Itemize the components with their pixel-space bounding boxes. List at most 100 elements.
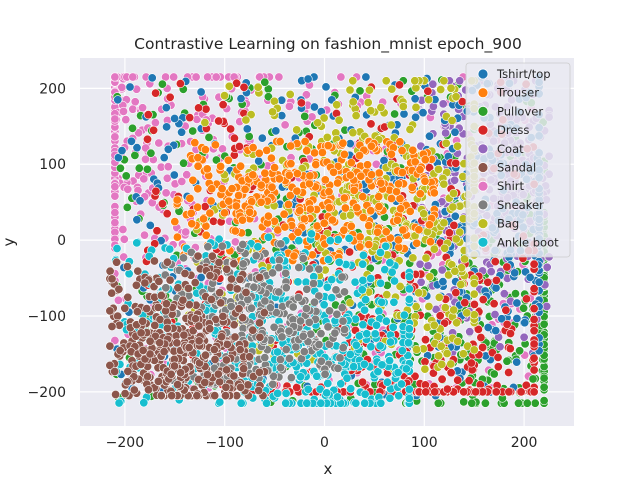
legend-marker xyxy=(477,143,489,155)
data-point xyxy=(460,298,470,308)
data-point xyxy=(483,322,493,332)
data-point xyxy=(374,306,384,316)
data-point xyxy=(410,94,420,104)
data-point xyxy=(515,346,525,356)
data-point xyxy=(114,284,124,294)
data-point xyxy=(274,287,284,297)
data-point xyxy=(338,138,348,148)
data-point xyxy=(388,322,398,332)
data-point xyxy=(185,193,195,203)
data-point xyxy=(260,168,270,178)
data-point xyxy=(268,107,278,117)
legend-marker xyxy=(477,236,489,248)
data-point xyxy=(136,328,146,338)
data-point xyxy=(452,318,462,328)
data-point xyxy=(513,398,523,408)
legend-label: Trouser xyxy=(496,86,539,100)
data-point xyxy=(133,266,143,276)
data-point xyxy=(327,215,337,225)
legend-marker xyxy=(477,124,489,136)
data-point xyxy=(307,250,317,260)
data-point xyxy=(364,240,374,250)
data-point xyxy=(420,364,430,374)
data-point xyxy=(439,76,449,86)
data-point xyxy=(217,241,227,251)
data-point xyxy=(362,160,372,170)
data-point xyxy=(330,328,340,338)
data-point xyxy=(276,239,286,249)
data-point xyxy=(181,227,191,237)
data-point xyxy=(177,177,187,187)
y-tick-label: 0 xyxy=(57,233,66,249)
data-point xyxy=(260,296,270,306)
data-point xyxy=(391,187,401,197)
data-point xyxy=(349,362,359,372)
data-point xyxy=(234,142,244,152)
data-point xyxy=(329,167,339,177)
data-point xyxy=(112,244,122,254)
data-point xyxy=(519,332,529,342)
data-point xyxy=(442,348,452,358)
data-point xyxy=(366,106,376,116)
data-point xyxy=(469,289,479,299)
data-point xyxy=(123,366,133,376)
data-point xyxy=(376,278,386,288)
x-tick-label: −100 xyxy=(205,435,243,451)
data-point xyxy=(361,72,371,82)
data-point xyxy=(458,349,468,359)
data-point xyxy=(120,389,130,399)
data-point xyxy=(397,146,407,156)
data-point xyxy=(345,210,355,220)
data-point xyxy=(112,257,122,267)
data-point xyxy=(389,276,399,286)
data-point xyxy=(138,345,148,355)
data-point xyxy=(332,392,342,402)
data-point xyxy=(279,209,289,219)
data-point xyxy=(177,127,187,137)
data-point xyxy=(351,340,361,350)
data-point xyxy=(358,320,368,330)
data-point xyxy=(179,158,189,168)
data-point xyxy=(113,95,123,105)
data-point xyxy=(386,120,396,130)
data-point xyxy=(325,236,335,246)
data-point xyxy=(206,294,216,304)
data-point xyxy=(266,153,276,163)
legend-label: Tshirt/top xyxy=(496,67,551,81)
data-point xyxy=(140,278,150,288)
data-point xyxy=(111,389,121,399)
data-point xyxy=(215,288,225,298)
data-point xyxy=(140,230,150,240)
y-axis-ticks: −200 −100 0 100 200 xyxy=(28,81,66,401)
data-point xyxy=(453,336,463,346)
data-point xyxy=(446,83,456,93)
data-point xyxy=(169,170,179,180)
legend-marker xyxy=(477,87,489,99)
data-point xyxy=(210,391,220,401)
data-point xyxy=(450,127,460,137)
data-point xyxy=(444,228,454,238)
data-point xyxy=(441,128,451,138)
data-point xyxy=(122,377,132,387)
data-point xyxy=(446,359,456,369)
data-point xyxy=(259,308,269,318)
data-point xyxy=(301,304,311,314)
data-point xyxy=(229,133,239,143)
legend: Tshirt/top Trouser Pullover Dress Coat Sandal… xyxy=(465,62,571,258)
data-point xyxy=(414,288,424,298)
legend-marker xyxy=(477,218,489,230)
data-point xyxy=(438,277,448,287)
data-point xyxy=(382,290,392,300)
data-point xyxy=(110,72,120,82)
data-point xyxy=(338,343,348,353)
data-point xyxy=(376,178,386,188)
data-point xyxy=(251,251,261,261)
data-point xyxy=(366,141,376,151)
data-point xyxy=(173,283,183,293)
data-point xyxy=(248,325,258,335)
data-point xyxy=(239,364,249,374)
data-point xyxy=(345,85,355,95)
data-point xyxy=(280,222,290,232)
data-point xyxy=(415,165,425,175)
data-point xyxy=(389,297,399,307)
